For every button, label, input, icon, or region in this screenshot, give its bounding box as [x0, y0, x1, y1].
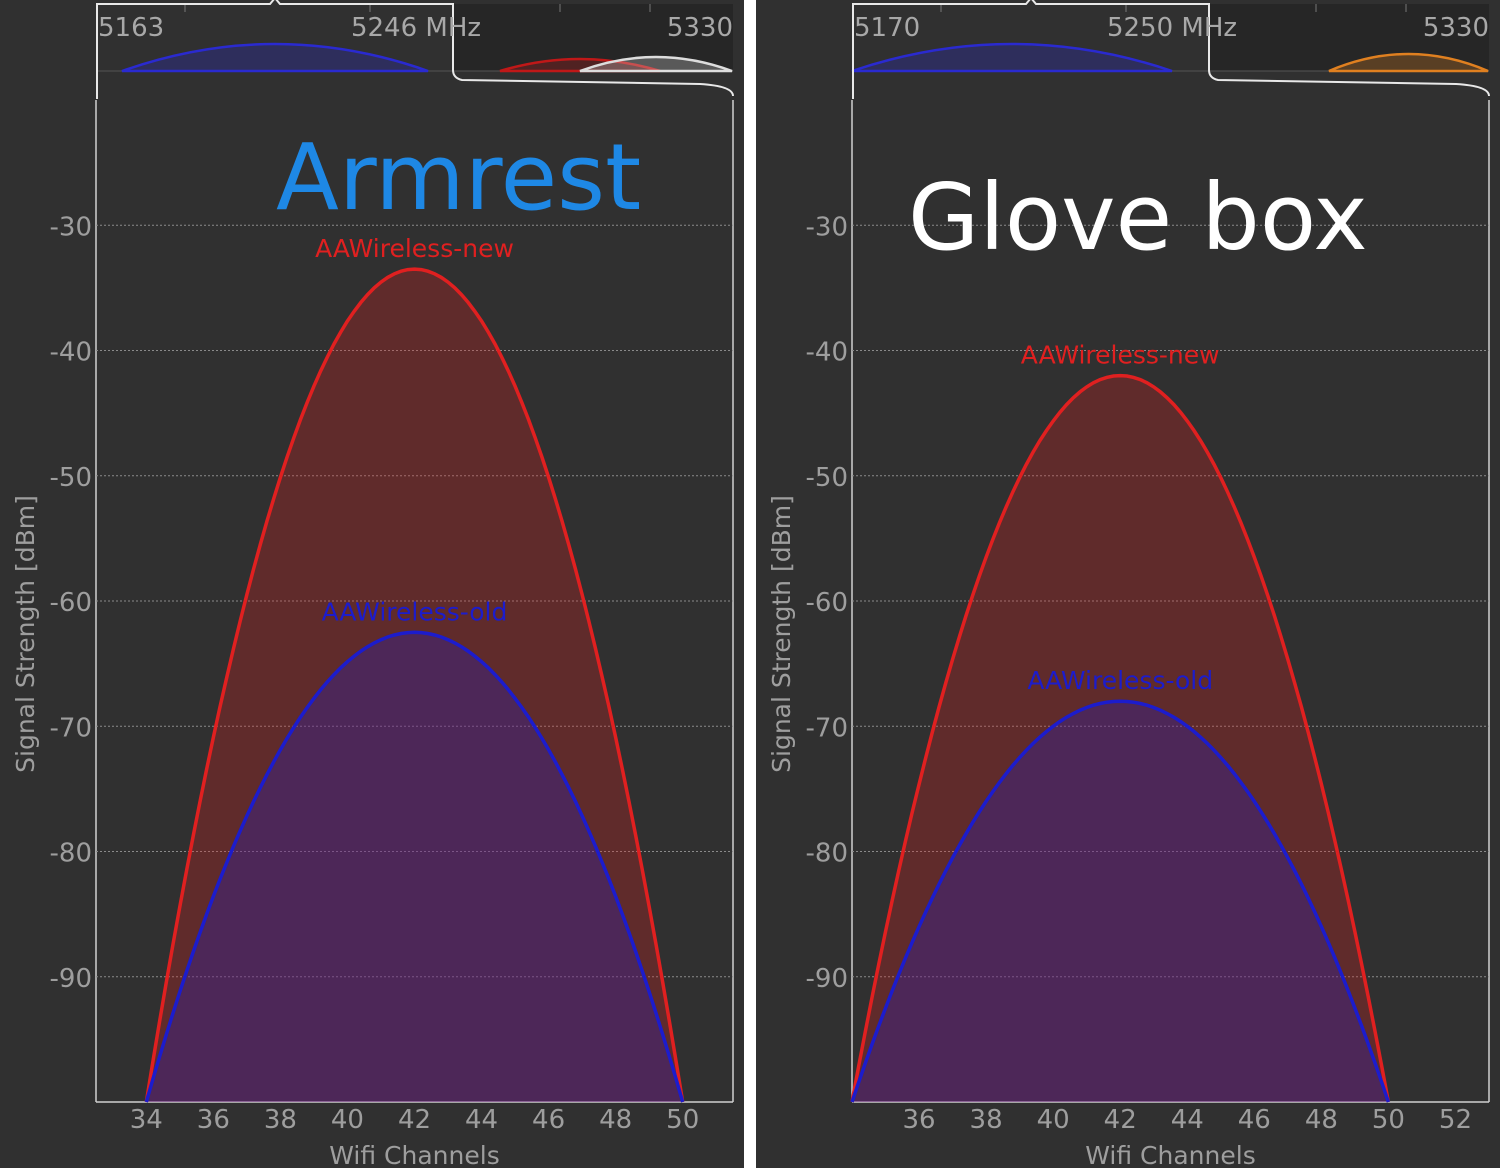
overview-freq-center: 5250 MHz — [1107, 13, 1237, 43]
y-axis-title: Signal Strength [dBm] — [767, 495, 796, 773]
plot-area: -30 -40 -50 -60 -70 -80 -90 36 38 40 42 44 46 48 50 52 W… — [767, 100, 1490, 1168]
y-tick-label: -60 — [50, 588, 92, 618]
overview-network-arc — [851, 42, 1173, 73]
overview-visible-band — [852, 0, 1490, 99]
series-line — [144, 630, 685, 1103]
series-label: AAWireless-new — [1021, 341, 1220, 370]
overview-right-zone — [1209, 4, 1489, 71]
x-tick-label: 50 — [666, 1105, 699, 1135]
y-tick-label: -40 — [806, 338, 848, 368]
y-tick-label: -50 — [50, 463, 92, 493]
x-tick-label: 42 — [398, 1105, 431, 1135]
y-tick-label: -30 — [50, 212, 92, 242]
overview-strip: 5170 5250 MHz 5330 — [851, 0, 1490, 99]
x-axis-title: Wifi Channels — [1085, 1141, 1255, 1168]
plot-area: -30 -40 -50 -60 -70 -80 -90 34 36 38 40 42 44 46 48 50 W… — [11, 100, 734, 1168]
x-tick-label: 40 — [1037, 1105, 1070, 1135]
series-line — [144, 267, 685, 1103]
left-panel: 5163 5246 MHz 5330 -30 -40 -50 -60 -70 -80 -90 34 3… — [0, 0, 744, 1168]
series-label: AAWireless-old — [1027, 666, 1213, 695]
x-tick-label: 48 — [1305, 1105, 1338, 1135]
x-tick-label: 36 — [197, 1105, 230, 1135]
y-axis-title: Signal Strength [dBm] — [11, 495, 40, 773]
y-tick-label: -60 — [806, 588, 848, 618]
overview-freq-right: 5330 — [1423, 13, 1489, 43]
panel-title: Glove box — [908, 164, 1368, 271]
y-tick-label: -50 — [806, 463, 848, 493]
x-tick-label: 40 — [331, 1105, 364, 1135]
y-tick-label: -90 — [50, 964, 92, 994]
x-tick-label: 46 — [1238, 1105, 1271, 1135]
series-line — [850, 373, 1391, 1103]
x-tick-label: 42 — [1104, 1105, 1137, 1135]
overview-freq-left: 5163 — [98, 13, 164, 43]
y-tick-label: -30 — [806, 212, 848, 242]
overview-network-arc — [499, 57, 661, 73]
x-tick-label: 52 — [1439, 1105, 1472, 1135]
overview-network-arc — [1328, 52, 1489, 73]
x-tick-label: 44 — [465, 1105, 498, 1135]
overview-network-arc — [121, 42, 429, 73]
overview-freq-center: 5246 MHz — [351, 13, 481, 43]
y-tick-label: -80 — [806, 839, 848, 869]
series-label: AAWireless-old — [322, 597, 508, 626]
series-line — [850, 699, 1391, 1103]
overview-freq-right: 5330 — [667, 13, 733, 43]
overview-visible-band — [96, 0, 734, 99]
x-tick-label: 46 — [532, 1105, 565, 1135]
x-axis-title: Wifi Channels — [329, 1141, 499, 1168]
left-wifi-chart: 5163 5246 MHz 5330 -30 -40 -50 -60 -70 -80 -90 34 3… — [11, 0, 734, 1168]
x-tick-label: 34 — [130, 1105, 163, 1135]
x-tick-label: 38 — [264, 1105, 297, 1135]
y-tick-label: -40 — [50, 338, 92, 368]
y-tick-label: -70 — [50, 713, 92, 743]
x-tick-label: 48 — [599, 1105, 632, 1135]
x-tick-label: 36 — [903, 1105, 936, 1135]
series-label: AAWireless-new — [315, 234, 514, 263]
x-tick-label: 38 — [970, 1105, 1003, 1135]
overview-strip: 5163 5246 MHz 5330 — [96, 0, 734, 99]
y-tick-label: -70 — [806, 713, 848, 743]
y-tick-label: -90 — [806, 964, 848, 994]
series-group: AAWireless-new AAWireless-old — [850, 341, 1391, 1103]
overview-network-arc — [579, 55, 733, 73]
panel-title: Armrest — [276, 124, 642, 231]
overview-freq-left: 5170 — [854, 13, 920, 43]
right-panel: 5170 5250 MHz 5330 -30 -40 -50 -60 -70 -80 -90 36 3… — [756, 0, 1500, 1168]
y-tick-label: -80 — [50, 839, 92, 869]
series-group: AAWireless-new AAWireless-old — [144, 234, 685, 1103]
x-tick-label: 44 — [1171, 1105, 1204, 1135]
right-wifi-chart: 5170 5250 MHz 5330 -30 -40 -50 -60 -70 -80 -90 36 3… — [767, 0, 1490, 1168]
x-tick-label: 50 — [1372, 1105, 1405, 1135]
